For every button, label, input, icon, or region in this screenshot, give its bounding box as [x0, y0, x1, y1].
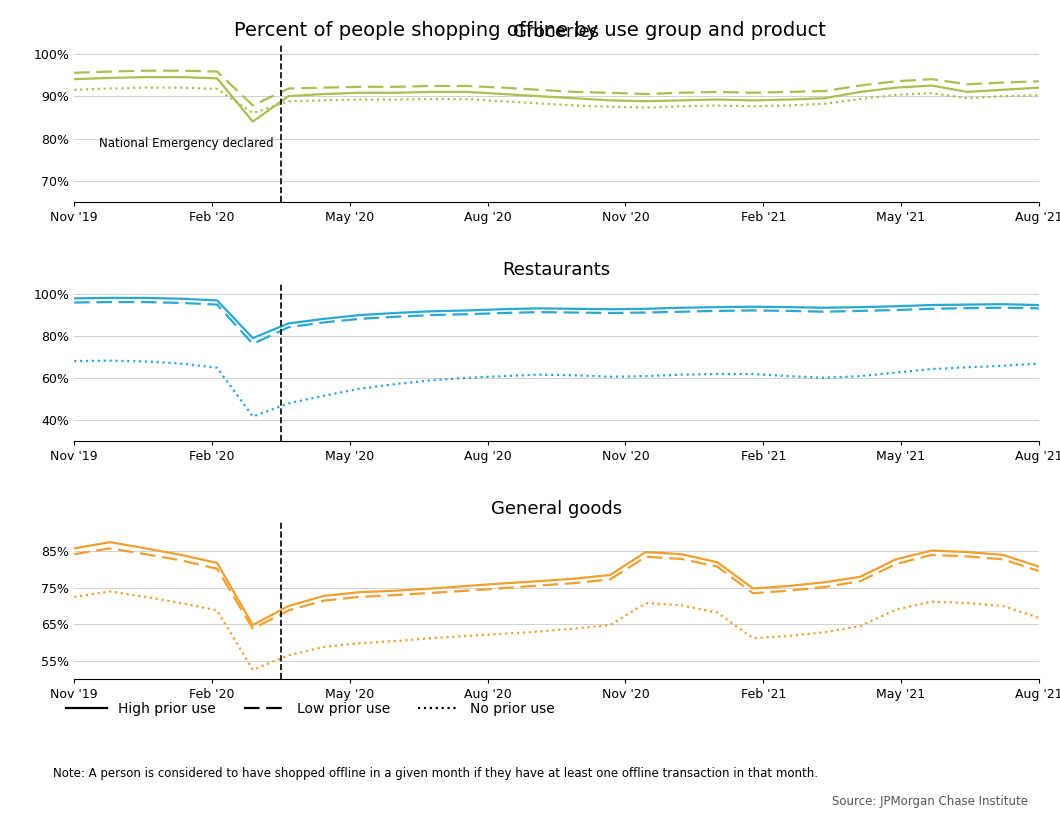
Text: National Emergency declared: National Emergency declared — [100, 137, 273, 151]
Title: General goods: General goods — [491, 500, 622, 518]
Text: Source: JPMorgan Chase Institute: Source: JPMorgan Chase Institute — [832, 795, 1028, 808]
Legend: High prior use, Low prior use, No prior use: High prior use, Low prior use, No prior … — [60, 696, 561, 722]
Text: Percent of people shopping offline by use group and product: Percent of people shopping offline by us… — [234, 21, 826, 40]
Title: Groceries: Groceries — [513, 23, 600, 41]
Text: Note: A person is considered to have shopped offline in a given month if they ha: Note: A person is considered to have sho… — [53, 767, 818, 780]
Title: Restaurants: Restaurants — [502, 262, 611, 279]
